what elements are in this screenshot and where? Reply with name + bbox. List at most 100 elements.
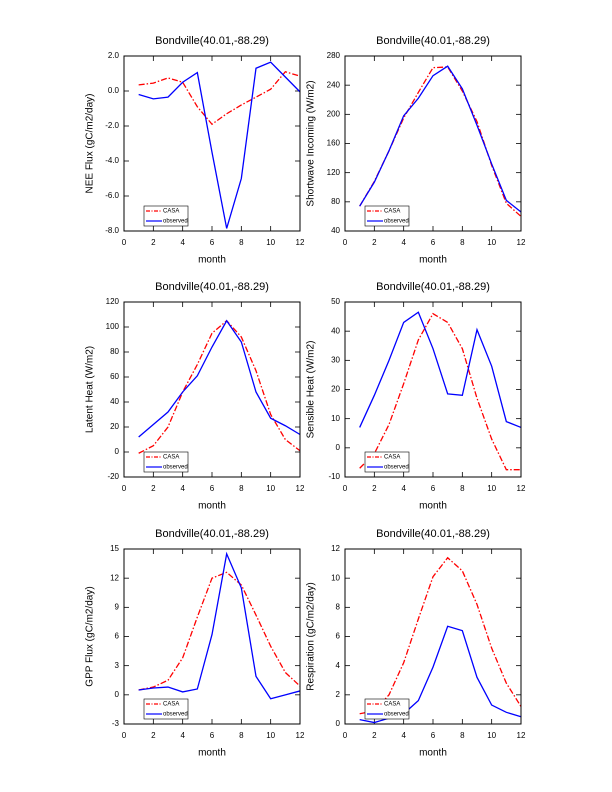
y-tick-label: 50	[331, 297, 340, 306]
panel: Bondville(40.01,-88.29) month GPP Flux (gC…	[85, 528, 305, 759]
panel-title: Bondville(40.01,-88.29)	[155, 281, 269, 293]
y-tick-label: 0	[336, 443, 341, 452]
series-line	[359, 312, 521, 471]
x-tick-label: 0	[122, 238, 127, 247]
x-tick-label: 4	[401, 238, 406, 247]
y-tick-label: 2	[336, 690, 341, 699]
series-line	[359, 556, 522, 715]
y-axis-label: Respiration (gC/m2/day)	[306, 582, 317, 690]
legend-label: CASA	[384, 209, 400, 215]
plot-frame	[123, 548, 301, 725]
y-tick-label: 6	[336, 632, 341, 641]
y-tick-label: 10	[331, 573, 340, 582]
y-tick-label: 20	[331, 385, 340, 394]
x-tick-label: 6	[210, 731, 215, 740]
legend-label: CASA	[384, 702, 400, 708]
x-tick-label: 2	[372, 731, 377, 740]
x-tick-label: 10	[487, 484, 496, 493]
y-tick-label: 4	[336, 661, 341, 670]
x-tick-label: 0	[343, 238, 348, 247]
x-tick-label: 6	[210, 238, 215, 247]
panel: Bondville(40.01,-88.29) month Latent Heat …	[85, 281, 305, 512]
y-tick-label: 6	[115, 632, 120, 641]
plot-frame	[344, 548, 522, 725]
y-tick-label: 0.0	[108, 86, 120, 95]
y-tick-label: 120	[327, 168, 341, 177]
y-axis-label: Latent Heat (W/m2)	[85, 346, 96, 433]
x-tick-label: 12	[517, 731, 526, 740]
legend: CASA observed	[143, 698, 189, 720]
x-axis-label: month	[419, 501, 447, 512]
legend-label: observed	[384, 712, 409, 718]
y-tick-label: 80	[110, 347, 119, 356]
x-tick-label: 4	[180, 238, 185, 247]
x-tick-label: 2	[372, 484, 377, 493]
plot-frame	[123, 55, 301, 232]
x-tick-label: 0	[122, 484, 127, 493]
legend-label: observed	[384, 219, 409, 225]
y-tick-label: 120	[106, 297, 120, 306]
y-tick-label: -20	[107, 472, 119, 481]
y-tick-label: -3	[112, 719, 120, 728]
panel: Bondville(40.01,-88.29) month NEE Flux (gC…	[85, 35, 305, 266]
x-tick-label: 10	[487, 731, 496, 740]
y-axis-label: Shortwave Incoming (W/m2)	[306, 80, 317, 206]
y-tick-label: -10	[328, 472, 340, 481]
series-line	[138, 61, 301, 229]
y-tick-label: 30	[331, 355, 340, 364]
y-tick-label: 280	[327, 51, 341, 60]
legend-label: CASA	[384, 455, 400, 461]
plot-frame	[344, 301, 522, 478]
x-axis-label: month	[419, 255, 447, 266]
x-tick-label: 4	[180, 484, 185, 493]
x-tick-label: 6	[431, 484, 436, 493]
y-tick-label: 3	[115, 661, 120, 670]
y-tick-label: 15	[110, 544, 119, 553]
x-tick-label: 4	[180, 731, 185, 740]
plot-frame	[123, 301, 301, 478]
x-tick-label: 8	[460, 484, 465, 493]
y-tick-label: -4.0	[105, 156, 119, 165]
x-tick-label: 6	[210, 484, 215, 493]
x-tick-label: 8	[460, 731, 465, 740]
series-line	[359, 311, 522, 429]
x-tick-label: 12	[517, 484, 526, 493]
x-tick-label: 10	[266, 731, 275, 740]
legend-label: observed	[163, 219, 188, 225]
y-tick-label: 80	[331, 197, 340, 206]
series-line	[359, 66, 522, 217]
legend-label: CASA	[163, 455, 179, 461]
y-tick-label: -6.0	[105, 191, 119, 200]
y-tick-label: 2.0	[108, 51, 120, 60]
x-tick-label: 2	[151, 484, 156, 493]
y-tick-label: -8.0	[105, 226, 119, 235]
panel: Bondville(40.01,-88.29) month Respiration …	[306, 528, 526, 759]
panel-title: Bondville(40.01,-88.29)	[155, 528, 269, 540]
x-tick-label: 10	[487, 238, 496, 247]
legend-label: CASA	[163, 702, 179, 708]
y-tick-label: 9	[115, 602, 120, 611]
x-tick-label: 2	[151, 238, 156, 247]
legend-label: CASA	[163, 209, 179, 215]
x-tick-label: 8	[239, 238, 244, 247]
y-axis-label: GPP Flux (gC/m2/day)	[85, 586, 96, 686]
plot-frame	[344, 55, 522, 232]
y-axis-label: NEE Flux (gC/m2/day)	[85, 93, 96, 193]
x-axis-label: month	[419, 748, 447, 759]
y-tick-label: 40	[331, 226, 340, 235]
x-tick-label: 6	[431, 731, 436, 740]
legend: CASA observed	[364, 451, 410, 473]
series-line	[138, 551, 301, 700]
y-tick-label: 8	[336, 602, 341, 611]
y-tick-label: 12	[110, 573, 119, 582]
series-line	[138, 571, 301, 691]
x-tick-label: 0	[122, 731, 127, 740]
x-tick-label: 0	[343, 731, 348, 740]
y-tick-label: 0	[115, 690, 120, 699]
y-tick-label: 20	[110, 422, 119, 431]
x-tick-label: 10	[266, 238, 275, 247]
x-tick-label: 12	[296, 731, 305, 740]
x-tick-label: 4	[401, 484, 406, 493]
x-tick-label: 2	[151, 731, 156, 740]
